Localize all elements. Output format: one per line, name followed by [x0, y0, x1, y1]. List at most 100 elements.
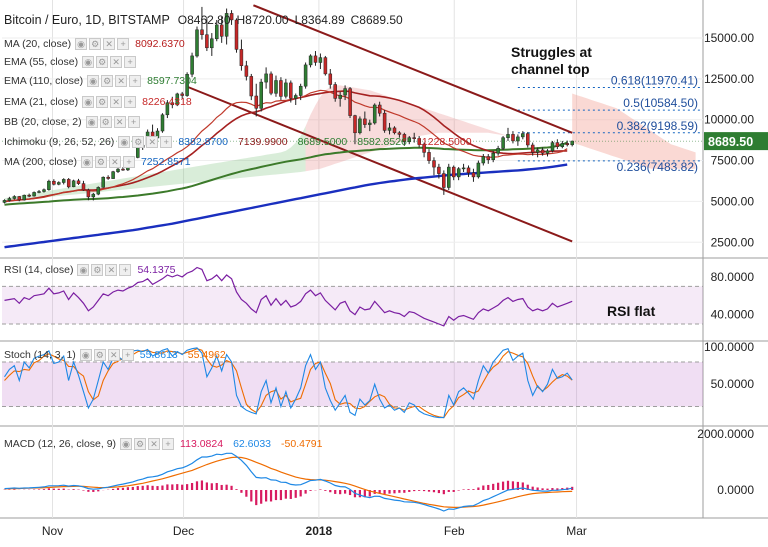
more-icon[interactable]: + — [122, 155, 135, 168]
time-tick-label: Mar — [566, 524, 587, 538]
more-icon[interactable]: + — [117, 37, 130, 50]
eye-icon[interactable]: ◉ — [82, 95, 95, 108]
rsi-tick-label: 80.0000 — [711, 270, 755, 284]
overlay-row-2-value: 8597.7304 — [147, 74, 197, 87]
price-pane: 0.618(11970.41) 0.5(10584.50) 0.382(9198.5… — [2, 4, 768, 249]
more-icon[interactable]: + — [119, 263, 132, 276]
overlay-row-5-label: Ichimoku (9, 26, 52, 26) — [4, 135, 115, 148]
overlay-row-1[interactable]: EMA (55, close) ◉ ⚙ ✕ + — [4, 54, 142, 69]
rsi-legend[interactable]: RSI (14, close) ◉ ⚙ ✕ +54.1375 — [4, 262, 185, 277]
settings-icon[interactable]: ⚙ — [134, 437, 147, 450]
pane-frames — [0, 0, 768, 519]
more-icon[interactable]: + — [129, 74, 142, 87]
overlay-row-4-controls: ◉ ⚙ ✕ + — [85, 115, 140, 128]
close-icon[interactable]: ✕ — [148, 437, 161, 450]
overlay-row-6[interactable]: MA (200, close) ◉ ⚙ ✕ +7252.8571 — [4, 154, 201, 169]
macd-legend-value: -50.4791 — [281, 437, 323, 450]
candle-body — [303, 64, 308, 87]
candle-body — [323, 57, 328, 75]
candle-body — [565, 143, 570, 146]
close-icon[interactable]: ✕ — [110, 95, 123, 108]
candle-body — [22, 194, 26, 201]
candle-body — [407, 137, 412, 143]
symbol-title[interactable]: Bitcoin / Euro, 1D, BITSTAMP — [4, 13, 170, 27]
candle-body — [170, 102, 175, 106]
eye-icon[interactable]: ◉ — [82, 55, 95, 68]
candle-body — [195, 29, 199, 57]
stoch-band — [2, 362, 703, 407]
more-icon[interactable]: + — [121, 348, 134, 361]
candle-body — [81, 183, 86, 191]
candle-body — [284, 82, 288, 97]
candle-body — [239, 49, 244, 66]
candle-body — [101, 176, 105, 188]
stoch-tick-label: 50.0000 — [711, 377, 755, 391]
overlay-row-5[interactable]: Ichimoku (9, 26, 52, 26) ◉ ⚙ ✕ +8382.8700 713… — [4, 134, 482, 149]
candle-body — [244, 65, 249, 77]
candle-body — [328, 73, 333, 85]
candle-body — [7, 198, 12, 201]
overlay-row-1-controls: ◉ ⚙ ✕ + — [82, 55, 137, 68]
eye-icon[interactable]: ◉ — [118, 135, 131, 148]
close-icon[interactable]: ✕ — [105, 263, 118, 276]
candle-body — [521, 133, 525, 138]
eye-icon[interactable]: ◉ — [75, 37, 88, 50]
overlay-row-0[interactable]: MA (20, close) ◉ ⚙ ✕ +8092.6370 — [4, 36, 195, 51]
candle-body — [343, 88, 347, 96]
more-icon[interactable]: + — [162, 437, 175, 450]
eye-icon[interactable]: ◉ — [120, 437, 133, 450]
close-icon[interactable]: ✕ — [113, 115, 126, 128]
settings-icon[interactable]: ⚙ — [96, 55, 109, 68]
more-icon[interactable]: + — [124, 95, 137, 108]
candle-body — [555, 142, 560, 147]
rsi-tick-label: 40.0000 — [711, 308, 755, 322]
candle-body — [471, 172, 476, 178]
close-icon[interactable]: ✕ — [103, 37, 116, 50]
settings-icon[interactable]: ⚙ — [99, 115, 112, 128]
candle-body — [313, 55, 318, 63]
overlay-row-2-controls: ◉ ⚙ ✕ + — [87, 74, 142, 87]
settings-icon[interactable]: ⚙ — [96, 95, 109, 108]
more-icon[interactable]: + — [127, 115, 140, 128]
candle-body — [61, 179, 66, 183]
candle-body — [96, 187, 101, 195]
eye-icon[interactable]: ◉ — [80, 155, 93, 168]
candle-body — [210, 38, 214, 49]
channel-upper-line — [253, 4, 573, 134]
close-icon[interactable]: ✕ — [107, 348, 120, 361]
close-icon[interactable]: ✕ — [146, 135, 159, 148]
candle-body — [160, 114, 165, 132]
eye-icon[interactable]: ◉ — [87, 74, 100, 87]
more-icon[interactable]: + — [160, 135, 173, 148]
close-icon[interactable]: ✕ — [110, 55, 123, 68]
candle-body — [205, 34, 209, 49]
overlay-row-2[interactable]: EMA (110, close) ◉ ⚙ ✕ +8597.7304 — [4, 73, 207, 88]
more-icon[interactable]: + — [124, 55, 137, 68]
candle-body — [308, 55, 313, 66]
eye-icon[interactable]: ◉ — [79, 348, 92, 361]
stoch-legend-controls: ◉ ⚙ ✕ + — [79, 348, 134, 361]
overlay-row-0-value: 8092.6370 — [135, 37, 185, 50]
settings-icon[interactable]: ⚙ — [132, 135, 145, 148]
settings-icon[interactable]: ⚙ — [91, 263, 104, 276]
overlay-row-5-value: 8689.5000 — [297, 135, 348, 148]
settings-icon[interactable]: ⚙ — [101, 74, 114, 87]
eye-icon[interactable]: ◉ — [85, 115, 98, 128]
candle-body — [491, 152, 495, 160]
close-icon[interactable]: ✕ — [115, 74, 128, 87]
close-icon[interactable]: ✕ — [108, 155, 121, 168]
overlay-row-4[interactable]: BB (20, close, 2) ◉ ⚙ ✕ + — [4, 114, 146, 129]
stoch-legend[interactable]: Stoch (14, 3, 1) ◉ ⚙ ✕ +55.8613 55.4962 — [4, 347, 236, 362]
candle-body — [368, 122, 372, 125]
settings-icon[interactable]: ⚙ — [93, 348, 106, 361]
candle-body — [190, 55, 194, 75]
eye-icon[interactable]: ◉ — [77, 263, 90, 276]
settings-icon[interactable]: ⚙ — [89, 37, 102, 50]
candle-body — [545, 150, 550, 154]
candle-body — [353, 115, 357, 134]
candle-body — [12, 196, 17, 199]
macd-legend[interactable]: MACD (12, 26, close, 9) ◉ ⚙ ✕ +113.0824 62.60… — [4, 436, 332, 451]
settings-icon[interactable]: ⚙ — [94, 155, 107, 168]
overlay-row-3[interactable]: EMA (21, close) ◉ ⚙ ✕ +8226.4318 — [4, 94, 202, 109]
